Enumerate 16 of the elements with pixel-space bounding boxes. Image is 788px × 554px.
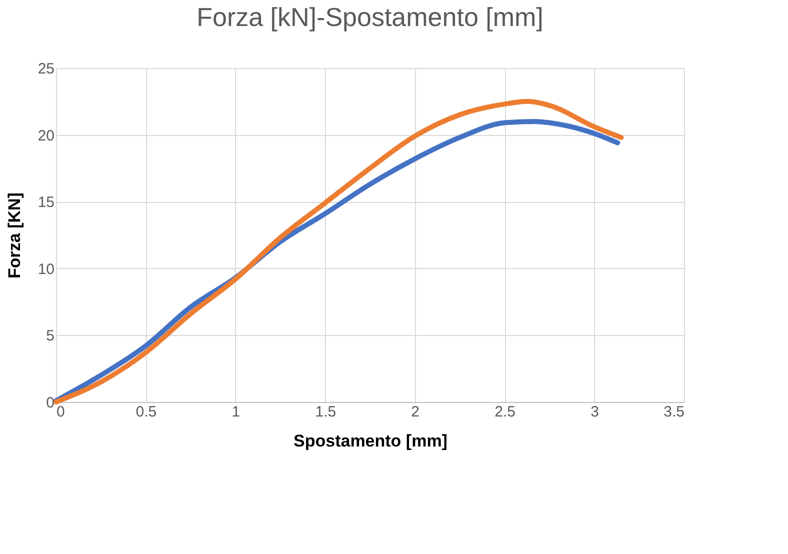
- x-tick-label: 2.5: [494, 404, 516, 420]
- y-tick-label: 5: [46, 328, 54, 345]
- x-tick-label: 0: [56, 404, 65, 420]
- x-tick-label: 3.5: [664, 404, 684, 420]
- x-tick-label: 0.5: [136, 404, 157, 420]
- y-axis-title: Forza [KN]: [4, 192, 24, 278]
- y-tick-label: 10: [38, 260, 54, 278]
- x-tick-label: 1.5: [315, 404, 336, 420]
- x-tick-label: 3: [590, 404, 599, 420]
- x-tick-label: 2: [411, 404, 420, 420]
- y-tick-label: 15: [38, 194, 54, 212]
- chart-title: Forza [kN]-Spostamento [mm]: [196, 2, 544, 32]
- x-axis-title: Spostamento [mm]: [294, 432, 448, 450]
- y-tick-label: 25: [38, 60, 54, 78]
- y-tick-label: 20: [38, 127, 54, 144]
- x-tick-label: 1: [232, 404, 240, 420]
